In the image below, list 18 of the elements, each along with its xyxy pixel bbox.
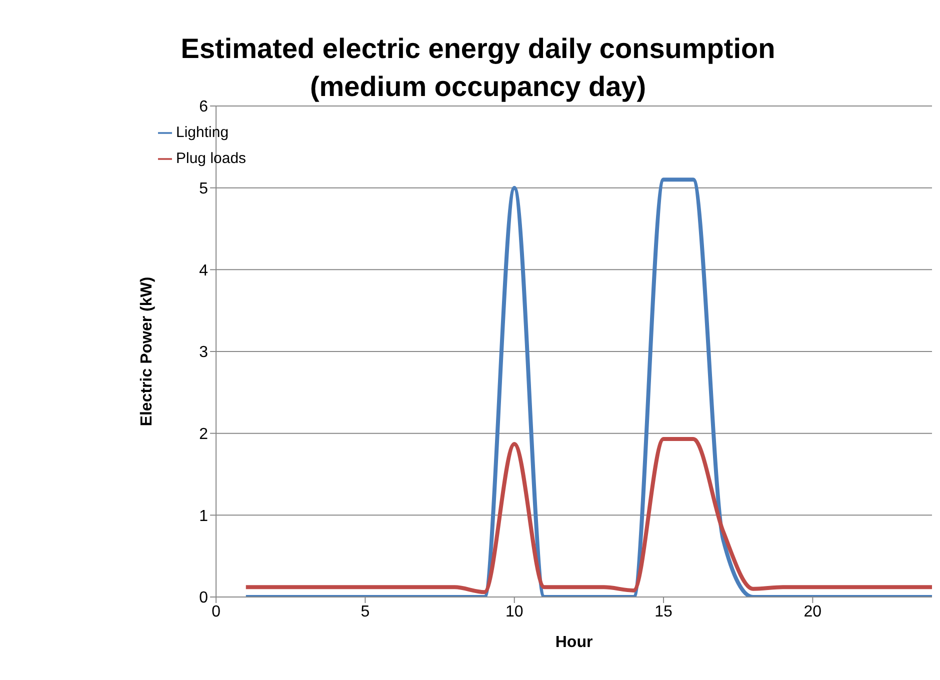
y-tick-label: 4 <box>199 262 208 280</box>
line-series <box>244 437 932 594</box>
y-tick-label: 5 <box>199 180 208 198</box>
y-tick-label: 2 <box>199 426 208 444</box>
y-tick-label: 3 <box>199 344 208 362</box>
y-tick-label: 1 <box>199 508 208 525</box>
x-tick-label: 0 <box>212 603 221 620</box>
x-tick-label: 10 <box>505 603 524 620</box>
x-tick-label: 5 <box>360 603 370 620</box>
line-series <box>244 178 932 597</box>
x-axis-title: Hour <box>555 634 593 651</box>
y-axis-title: Electric Power (kW) <box>138 276 156 426</box>
y-tick-label: 6 <box>199 98 208 116</box>
x-tick-label: 20 <box>804 603 822 620</box>
legend-label: Plug loads <box>176 150 246 167</box>
legend-label: Lighting <box>176 124 229 141</box>
y-tick-label: 0 <box>199 590 208 607</box>
x-tick-label: 15 <box>654 603 673 620</box>
